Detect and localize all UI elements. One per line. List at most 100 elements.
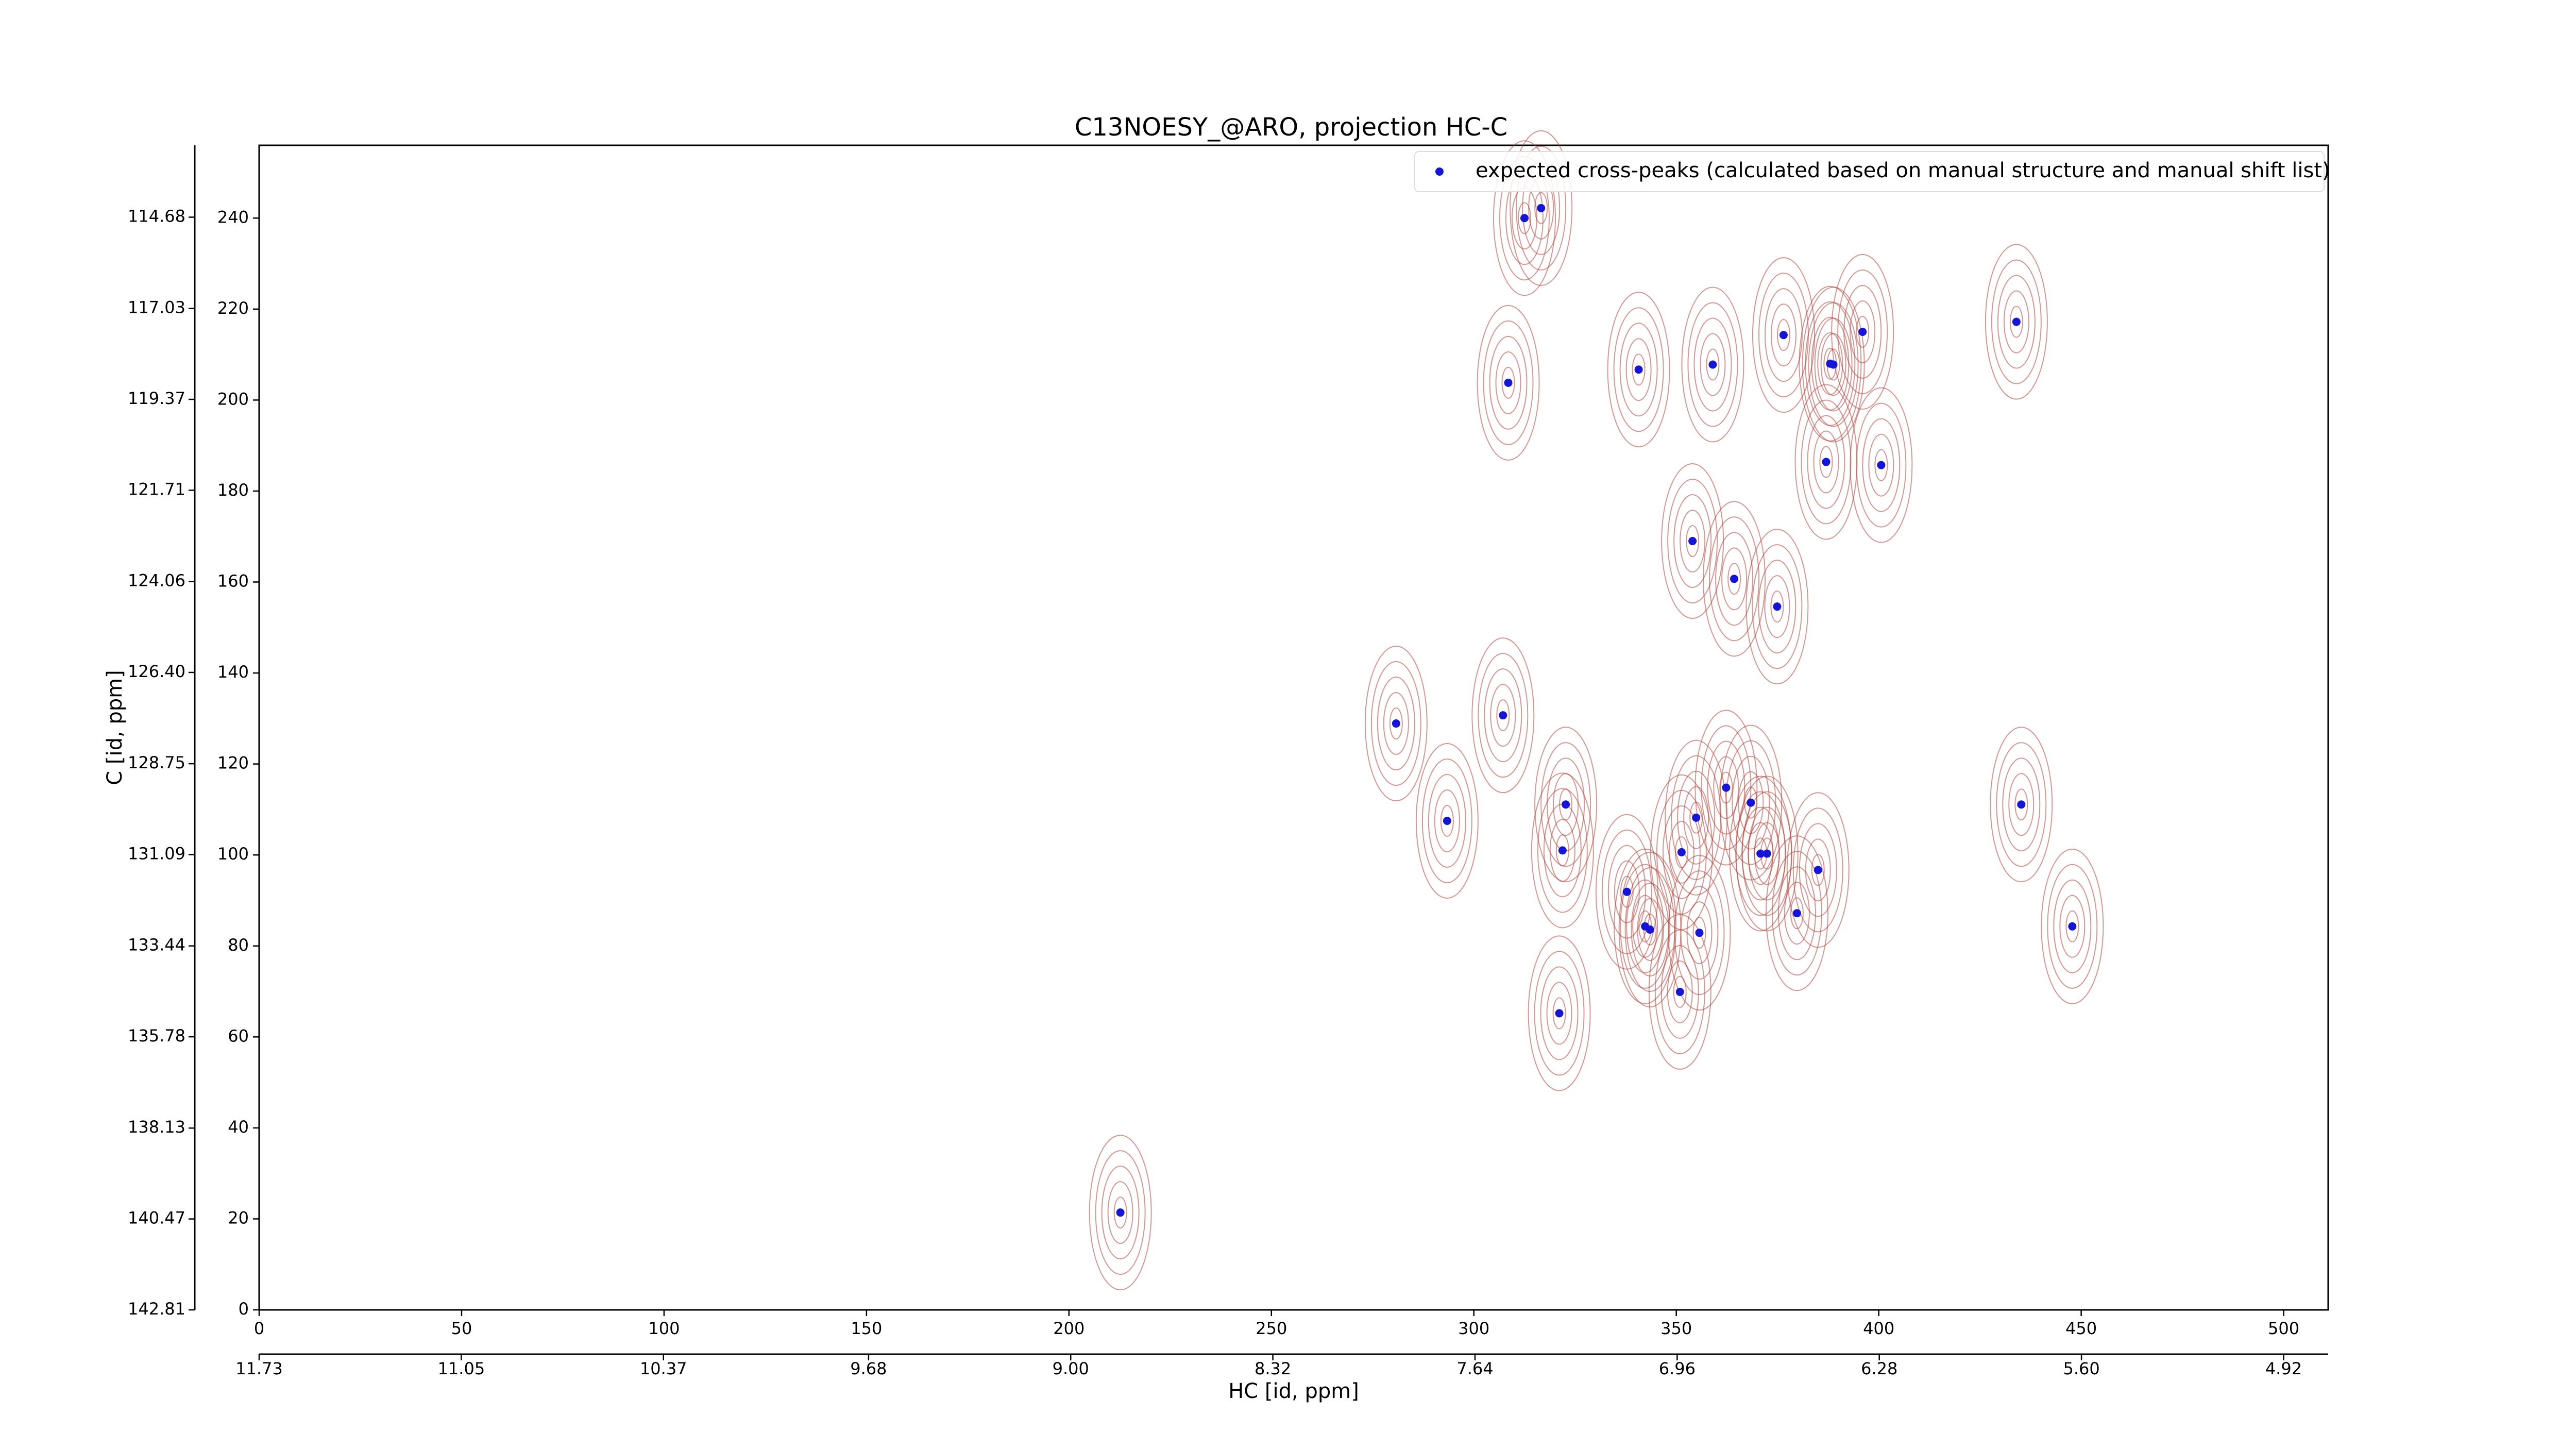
peak-contour <box>1673 975 1687 1008</box>
peak-contour <box>1546 982 1572 1045</box>
peak-contour <box>1656 789 1707 915</box>
peak-contour <box>1770 591 1784 623</box>
peak-contour <box>1428 773 1466 868</box>
cross-peak <box>2017 800 2026 809</box>
y-tick-label: 160 <box>217 571 249 591</box>
peak-contour <box>1607 292 1670 448</box>
peak-contour <box>1862 418 1901 512</box>
peak-contour <box>1764 288 1803 382</box>
peak-contour <box>1496 699 1510 732</box>
peak-contour <box>1668 820 1694 884</box>
cross-peak <box>1792 909 1801 918</box>
peak-contour <box>1415 743 1479 899</box>
peak-contour <box>1483 320 1534 445</box>
y-tick-label: 180 <box>217 480 249 500</box>
cross-peak <box>1562 800 1570 809</box>
y2-tick-label: 121.71 <box>128 479 185 499</box>
peak-contour <box>1776 319 1790 351</box>
peak-contour <box>1668 855 1731 1011</box>
y2-tick-label: 131.09 <box>128 844 185 864</box>
cross-peak <box>1858 327 1867 336</box>
peak-contour <box>1692 917 1706 949</box>
peak-contour <box>1632 353 1646 386</box>
peak-contour <box>1732 755 1770 850</box>
peak-contour <box>1748 806 1786 901</box>
peak-contour <box>1997 275 2036 369</box>
cross-peak <box>1756 849 1765 858</box>
peak-contour <box>1985 244 2048 400</box>
peak-contour <box>1843 284 1882 379</box>
peak-contour <box>1770 304 1797 367</box>
peak-contour <box>1765 835 1828 991</box>
x-axis-label: HC [id, ppm] <box>1228 1379 1359 1403</box>
x-tick-label: 150 <box>851 1319 882 1338</box>
y-tick-label: 240 <box>217 207 249 227</box>
peak-contour <box>1856 315 1870 348</box>
cross-peak <box>1634 365 1643 374</box>
peak-contour <box>1440 804 1454 837</box>
cross-peak <box>2068 922 2077 931</box>
cross-peak <box>1646 925 1654 934</box>
peak-contour <box>1784 882 1810 945</box>
peak-contour <box>1665 739 1728 896</box>
peak-contour <box>1813 430 1839 494</box>
peak-contour <box>2059 895 2086 958</box>
peak-contour <box>1990 727 2053 883</box>
cross-peak <box>1392 719 1400 728</box>
cross-peak <box>1829 360 1838 369</box>
peak-contour <box>1095 1150 1146 1275</box>
chart-title: C13NOESY_@ARO, projection HC-C <box>1075 113 1507 142</box>
peak-contour <box>1667 960 1693 1023</box>
peak-contour <box>1709 516 1760 642</box>
peak-contour <box>1794 384 1858 540</box>
peak-contour <box>1389 707 1403 740</box>
cross-peak <box>1677 848 1686 856</box>
peak-contour <box>1683 786 1709 849</box>
peak-contour <box>1113 1197 1127 1229</box>
x-tick-label: 200 <box>1053 1319 1084 1338</box>
peak-contour <box>2065 910 2079 942</box>
peak-contour <box>2003 290 2029 353</box>
cross-peak <box>2012 317 2021 326</box>
peak-contour <box>1478 653 1529 778</box>
peak-contour <box>1694 710 1758 866</box>
peak-contour <box>2008 773 2035 836</box>
peak-contour <box>1850 387 1913 543</box>
peak-contour <box>1648 914 1711 1070</box>
peak-contour <box>2009 306 2023 338</box>
peak-contour <box>1687 302 1738 427</box>
peak-contour <box>1777 866 1816 961</box>
peak-contour <box>1421 758 1472 883</box>
peak-contour <box>1555 834 1569 867</box>
peak-contour <box>1654 929 1705 1054</box>
peak-contour <box>1528 935 1591 1091</box>
peak-contour <box>1673 494 1712 588</box>
y2-tick-label: 114.68 <box>128 206 185 226</box>
peak-contour <box>1811 854 1825 886</box>
peak-contour <box>1540 966 1579 1060</box>
plot-frame <box>258 144 2329 1311</box>
peak-contour <box>1703 501 1766 657</box>
peak-contour <box>1552 997 1566 1030</box>
peak-contour <box>1101 1166 1140 1260</box>
cross-peak <box>1773 602 1782 611</box>
peak-contour <box>1837 269 1888 394</box>
peak-contour <box>1495 351 1521 414</box>
cross-peak <box>1814 866 1822 874</box>
y-tick-label: 200 <box>217 389 249 409</box>
peak-contour <box>1089 1135 1152 1291</box>
y2-tick-label: 126.40 <box>128 662 185 681</box>
peak-contour <box>1501 366 1515 399</box>
y-tick-label: 120 <box>217 753 249 773</box>
y-tick-label: 140 <box>217 662 249 682</box>
legend-label: expected cross-peaks (calculated based o… <box>1476 159 2330 182</box>
cross-peak <box>1722 783 1731 792</box>
y2-tick-label: 128.75 <box>128 753 185 772</box>
cross-peak <box>1730 575 1739 583</box>
peak-contour <box>1752 257 1815 413</box>
peak-contour <box>1534 951 1585 1076</box>
x2-tick-label: 11.73 <box>235 1359 283 1378</box>
y2-tick-label: 119.37 <box>128 389 185 408</box>
y-tick-label: 0 <box>239 1299 249 1319</box>
